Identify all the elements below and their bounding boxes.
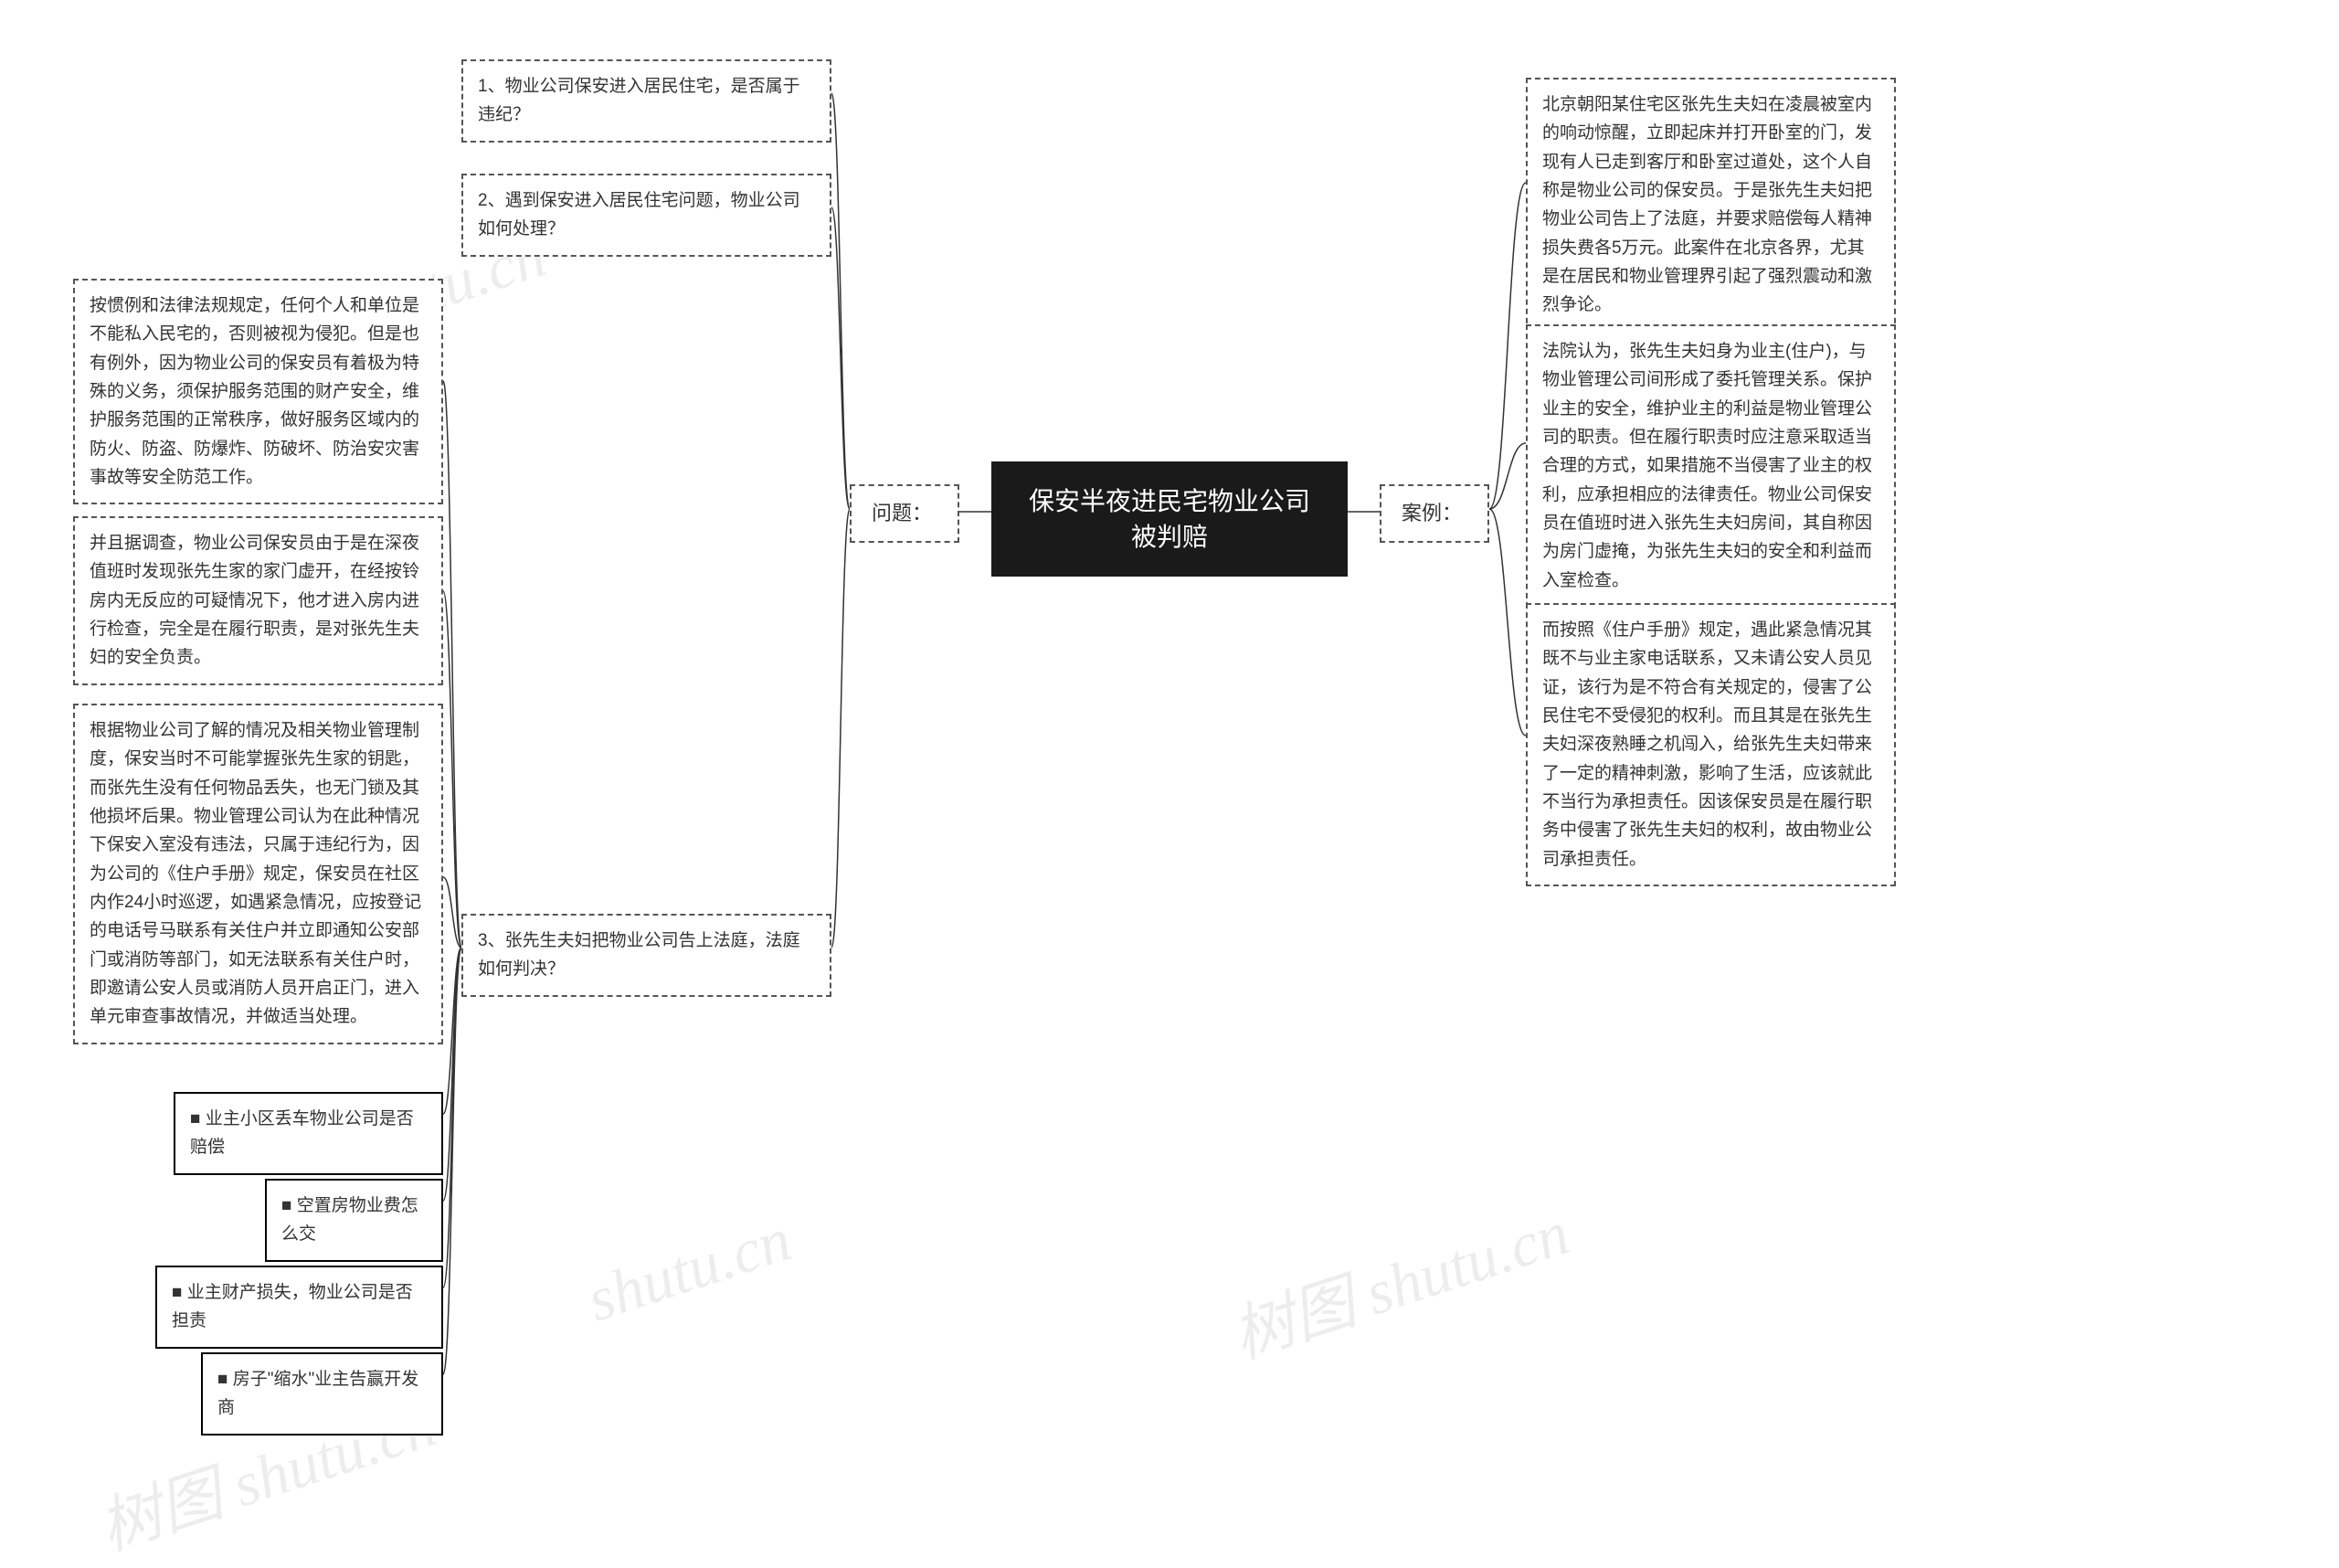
node-q2[interactable]: 2、遇到保安进入居民住宅问题，物业公司如何处理？ [461, 174, 831, 257]
node-q3d[interactable]: ■ 业主小区丢车物业公司是否赔偿 [174, 1092, 443, 1175]
node-q3f-text: ■ 业主财产损失，物业公司是否担责 [172, 1283, 413, 1330]
watermark: 树图 shutu.cn [1219, 1181, 1578, 1375]
node-q3b-text: 并且据调查，物业公司保安员由于是在深夜值班时发现张先生家的家门虚开，在经按铃房内… [90, 534, 419, 667]
node-q3c[interactable]: 根据物业公司了解的情况及相关物业管理制度，保安当时不可能掌握张先生家的钥匙，而张… [73, 704, 443, 1044]
node-q3e[interactable]: ■ 空置房物业费怎么交 [265, 1179, 443, 1262]
node-c2[interactable]: 法院认为，张先生夫妇身为业主(住户)，与物业管理公司间形成了委托管理关系。保护业… [1526, 324, 1896, 608]
branch-right-label: 案例： [1402, 502, 1462, 524]
branch-right[interactable]: 案例： [1380, 484, 1489, 543]
branch-left[interactable]: 问题： [850, 484, 959, 543]
node-c1[interactable]: 北京朝阳某住宅区张先生夫妇在凌晨被室内的响动惊醒，立即起床并打开卧室的门，发现有… [1526, 78, 1896, 333]
node-q3c-text: 根据物业公司了解的情况及相关物业管理制度，保安当时不可能掌握张先生家的钥匙，而张… [90, 721, 421, 1026]
node-q1[interactable]: 1、物业公司保安进入居民住宅，是否属于违纪？ [461, 59, 831, 143]
node-c3-text: 而按照《住户手册》规定，遇此紧急情况其既不与业主家电话联系，又未请公安人员见证，… [1542, 620, 1872, 869]
node-q3g-text: ■ 房子"缩水"业主告赢开发商 [217, 1370, 418, 1417]
mindmap-canvas: 树图 shutu.cn 树图 shutu.cn 树图 shutu.cn shut… [0, 0, 2339, 1545]
node-q3e-text: ■ 空置房物业费怎么交 [281, 1196, 418, 1244]
node-q3[interactable]: 3、张先生夫妇把物业公司告上法庭，法庭如何判决？ [461, 914, 831, 997]
node-q3d-text: ■ 业主小区丢车物业公司是否赔偿 [190, 1109, 414, 1157]
node-q3f[interactable]: ■ 业主财产损失，物业公司是否担责 [155, 1266, 443, 1349]
node-c3[interactable]: 而按照《住户手册》规定，遇此紧急情况其既不与业主家电话联系，又未请公安人员见证，… [1526, 603, 1896, 886]
node-q3-text: 3、张先生夫妇把物业公司告上法庭，法庭如何判决？ [478, 931, 800, 979]
root-node[interactable]: 保安半夜进民宅物业公司被判赔 [991, 461, 1348, 577]
branch-left-label: 问题： [872, 502, 932, 524]
node-q3b[interactable]: 并且据调查，物业公司保安员由于是在深夜值班时发现张先生家的家门虚开，在经按铃房内… [73, 516, 443, 685]
node-q3a-text: 按惯例和法律法规规定，任何个人和单位是不能私入民宅的，否则被视为侵犯。但是也有例… [90, 296, 419, 487]
node-c1-text: 北京朝阳某住宅区张先生夫妇在凌晨被室内的响动惊醒，立即起床并打开卧室的门，发现有… [1542, 95, 1872, 314]
node-c2-text: 法院认为，张先生夫妇身为业主(住户)，与物业管理公司间形成了委托管理关系。保护业… [1542, 342, 1872, 590]
node-q3g[interactable]: ■ 房子"缩水"业主告赢开发商 [201, 1352, 443, 1436]
node-q3a[interactable]: 按惯例和法律法规规定，任何个人和单位是不能私入民宅的，否则被视为侵犯。但是也有例… [73, 279, 443, 504]
node-q2-text: 2、遇到保安进入居民住宅问题，物业公司如何处理？ [478, 191, 800, 238]
root-text: 保安半夜进民宅物业公司被判赔 [1029, 487, 1310, 551]
node-q1-text: 1、物业公司保安进入居民住宅，是否属于违纪？ [478, 77, 800, 124]
watermark: shutu.cn [578, 1203, 799, 1337]
